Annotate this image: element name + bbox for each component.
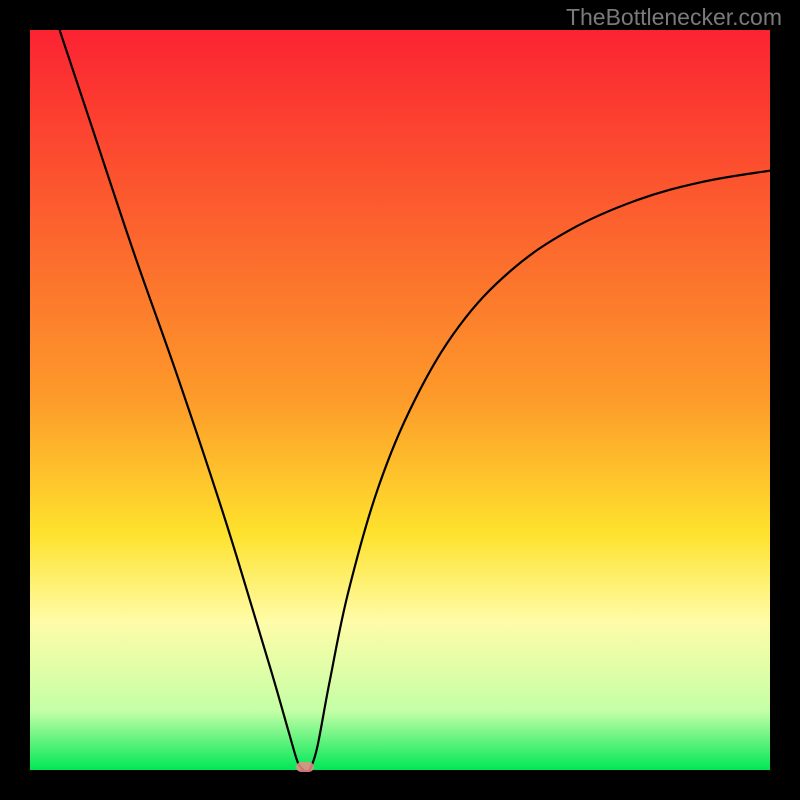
curve-right-branch <box>310 171 770 770</box>
minimum-marker <box>296 762 314 772</box>
curve-left-branch <box>60 30 304 770</box>
watermark-text: TheBottlenecker.com <box>566 4 782 31</box>
chart-plot-area <box>30 30 770 770</box>
bottleneck-curve <box>30 30 770 770</box>
